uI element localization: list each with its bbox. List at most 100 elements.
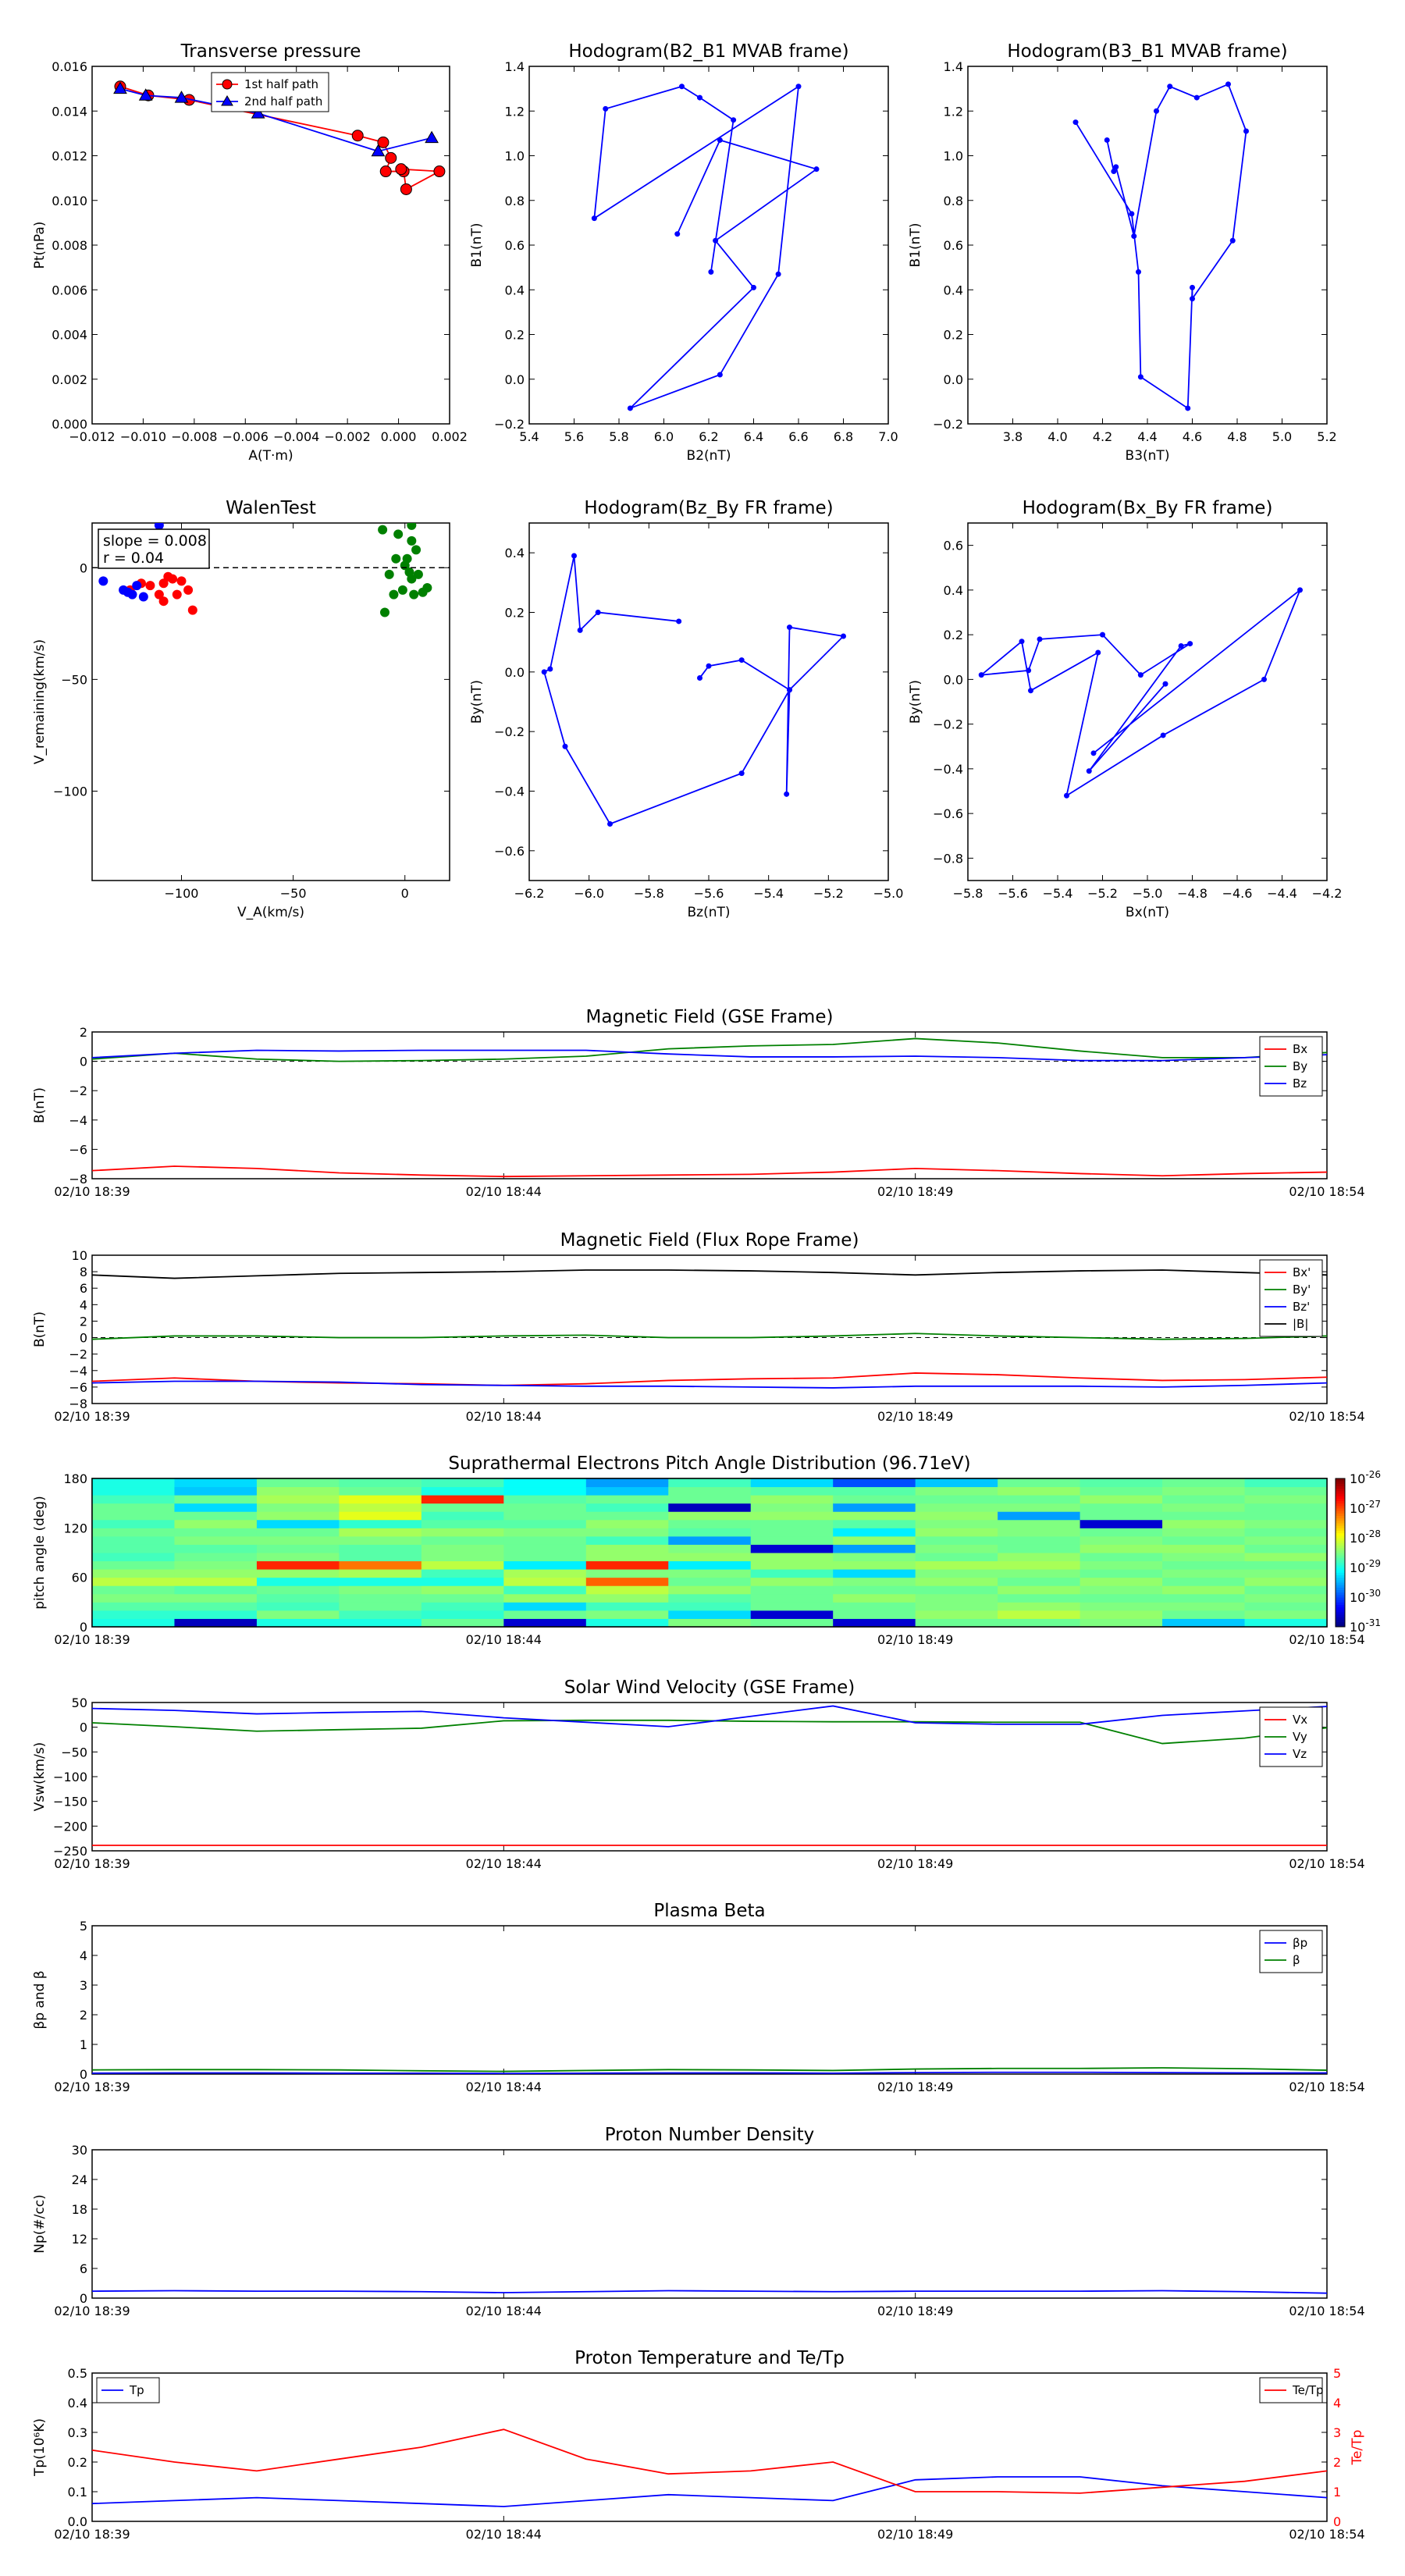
h31-data-point	[1229, 237, 1236, 244]
pad-heatmap-cell	[1080, 1544, 1163, 1553]
pad-heatmap-cell	[833, 1503, 916, 1512]
pad-heatmap-cell	[668, 1560, 752, 1570]
pad-heatmap-cell	[915, 1553, 998, 1562]
walen-ylabel: V_remaining(km/s)	[32, 639, 48, 764]
pad-heatmap-cell	[339, 1503, 422, 1512]
pad-heatmap-cell	[421, 1560, 504, 1570]
pad-heatmap-cell	[92, 1535, 175, 1545]
hzy-ytick-label: 0.4	[505, 546, 525, 560]
h31-data-point	[1111, 169, 1117, 175]
bgse-series-line-Bx	[92, 1165, 1327, 1178]
pad-heatmap-cell	[92, 1585, 175, 1595]
vsw-ytick-label: 50	[72, 1695, 87, 1710]
bfr-series-line-By'	[92, 1332, 1327, 1340]
bfr-ytick-label: −8	[69, 1397, 87, 1411]
tp-title: Proton Temperature and Te/Tp	[574, 2348, 845, 2368]
pad-heatmap-cell	[174, 1585, 258, 1595]
pad-heatmap-cell	[1162, 1544, 1246, 1553]
walen-data-point	[145, 581, 155, 591]
vsw-legend-label: Vy	[1293, 1730, 1307, 1744]
np-xtick-label: 02/10 18:54	[1289, 2304, 1364, 2318]
pad-heatmap-cell	[174, 1503, 258, 1512]
pad-heatmap-cell	[915, 1511, 998, 1521]
walen-data-point	[168, 574, 178, 584]
pad-heatmap-cell	[503, 1553, 587, 1562]
pad-heatmap-cell	[1244, 1610, 1328, 1619]
walen-xtick-label: −50	[280, 886, 307, 901]
pad-colorbar-segment	[1336, 1538, 1345, 1541]
beta-xtick-label: 02/10 18:54	[1289, 2080, 1364, 2094]
pad-heatmap-cell	[92, 1560, 175, 1570]
pad-heatmap-cell	[92, 1503, 175, 1512]
pad-heatmap-cell	[256, 1569, 340, 1578]
h21-xtick-label: 6.0	[654, 429, 674, 444]
h21-xtick-label: 5.8	[609, 429, 628, 444]
pad-colorbar-segment	[1336, 1510, 1345, 1514]
pad-heatmap-cell	[92, 1478, 175, 1488]
pad-plot-frame-top	[91, 1478, 1328, 1628]
h31-data-point	[1113, 164, 1119, 170]
walen-data-point	[389, 589, 399, 600]
tp-ytick2-label: 5	[1333, 2366, 1341, 2381]
vsw-ytick-label: 0	[80, 1720, 87, 1735]
pt-data-point	[138, 88, 153, 101]
walen-plot-frame	[91, 522, 450, 881]
pt-ytick-label: 0.016	[52, 59, 87, 74]
np-plot-frame	[91, 2149, 1328, 2299]
pt-ytick-label: 0.004	[52, 328, 87, 343]
hxy-ytick-label: −0.6	[933, 806, 963, 821]
pad-heatmap-cell	[1162, 1569, 1246, 1578]
hzy-data-point	[706, 663, 712, 669]
hzy-series-line	[543, 555, 845, 825]
pad-colorbar-segment	[1336, 1609, 1345, 1613]
bgse-legend-label: By	[1293, 1059, 1307, 1073]
pad-heatmap-cell	[339, 1528, 422, 1537]
pad-heatmap-cell	[998, 1585, 1081, 1595]
bgse-title: Magnetic Field (GSE Frame)	[586, 1007, 834, 1027]
pad-heatmap-cell	[339, 1511, 422, 1521]
pt-title: Transverse pressure	[180, 41, 361, 62]
pad-colorbar-segment	[1336, 1602, 1345, 1605]
pad-heatmap-cell	[1080, 1535, 1163, 1545]
np-xtick-label: 02/10 18:44	[466, 2304, 542, 2318]
h21-ytick-label: 0.4	[505, 283, 525, 297]
hzy-data-point	[595, 610, 601, 615]
h21-xtick-label: 5.4	[519, 429, 539, 444]
walen-data-point	[127, 589, 137, 600]
bfr-plot-frame	[91, 1254, 1328, 1404]
hzy-series-group	[541, 553, 846, 827]
pad-heatmap-cell	[256, 1577, 340, 1586]
h31-data-point	[1154, 108, 1159, 114]
pad-colorbar-segment	[1336, 1564, 1345, 1568]
pad-heatmap-cell	[174, 1486, 258, 1496]
pad-heatmap-cell	[915, 1495, 998, 1504]
pad-heatmap-cell	[256, 1478, 340, 1488]
pad-xtick-label: 02/10 18:54	[1289, 1632, 1364, 1647]
walen-data-point	[79, 545, 88, 554]
pad-heatmap-cell	[174, 1519, 258, 1528]
h31-data-point	[1131, 233, 1137, 240]
pad-heatmap-cell	[503, 1519, 587, 1528]
pad-heatmap-cell	[915, 1519, 998, 1528]
h31-data-point	[1104, 137, 1110, 143]
pt-xlabel: A(T·m)	[248, 448, 293, 464]
bgse-ytick-label: −4	[69, 1113, 87, 1128]
hzy-ylabel: By(nT)	[469, 680, 485, 724]
pad-colorbar-segment	[1336, 1542, 1345, 1546]
pad-colorbar-segment	[1336, 1550, 1345, 1553]
pad-heatmap-cell	[256, 1585, 340, 1595]
beta-xtick-label: 02/10 18:39	[54, 2080, 130, 2094]
hzy-ytick-label: 0.0	[505, 665, 525, 680]
pad-heatmap-cell	[750, 1560, 834, 1570]
h21-data-point	[697, 94, 702, 101]
tp-ytick-label: 0.5	[68, 2366, 87, 2381]
beta-ytick-label: 3	[80, 1978, 87, 1993]
h31-ytick-label: 1.0	[944, 149, 963, 164]
pad-heatmap-cell	[833, 1478, 916, 1488]
pad-heatmap-cell	[1162, 1503, 1246, 1512]
h21-ytick-label: 0.8	[505, 194, 525, 208]
hxy-ytick-label: 0.0	[944, 672, 963, 687]
hzy-xtick-label: −5.8	[634, 886, 664, 901]
h31-data-point	[1193, 94, 1200, 101]
pad-heatmap-cell	[668, 1569, 752, 1578]
